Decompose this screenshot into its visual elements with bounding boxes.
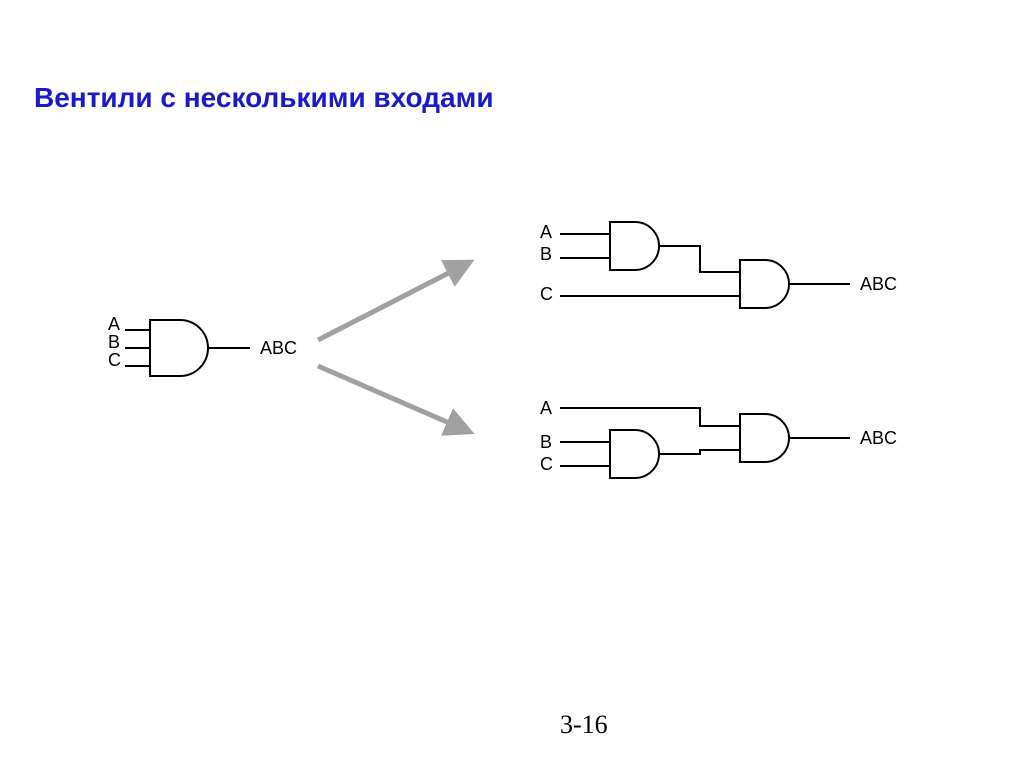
signal-label: C — [540, 454, 553, 474]
wire — [659, 450, 740, 454]
wire — [560, 408, 740, 426]
signal-label: A — [540, 398, 552, 418]
signal-label: ABC — [860, 428, 897, 448]
wire — [659, 246, 740, 272]
signal-label: ABC — [260, 338, 297, 358]
signal-label: C — [108, 350, 121, 370]
arrow — [318, 366, 470, 432]
arrow — [318, 262, 470, 340]
and-gate — [740, 414, 789, 462]
signal-label: A — [108, 314, 120, 334]
and-gate — [740, 260, 789, 308]
signal-label: B — [108, 332, 120, 352]
page-number: 3-16 — [560, 710, 608, 740]
and-gate — [610, 222, 659, 270]
diagram-canvas: ABCABCABCABCABCABC — [0, 0, 1024, 768]
signal-label: A — [540, 222, 552, 242]
and-gate — [610, 430, 659, 478]
signal-label: C — [540, 284, 553, 304]
signal-label: ABC — [860, 274, 897, 294]
and-gate — [150, 320, 208, 376]
signal-label: B — [540, 244, 552, 264]
signal-label: B — [540, 432, 552, 452]
